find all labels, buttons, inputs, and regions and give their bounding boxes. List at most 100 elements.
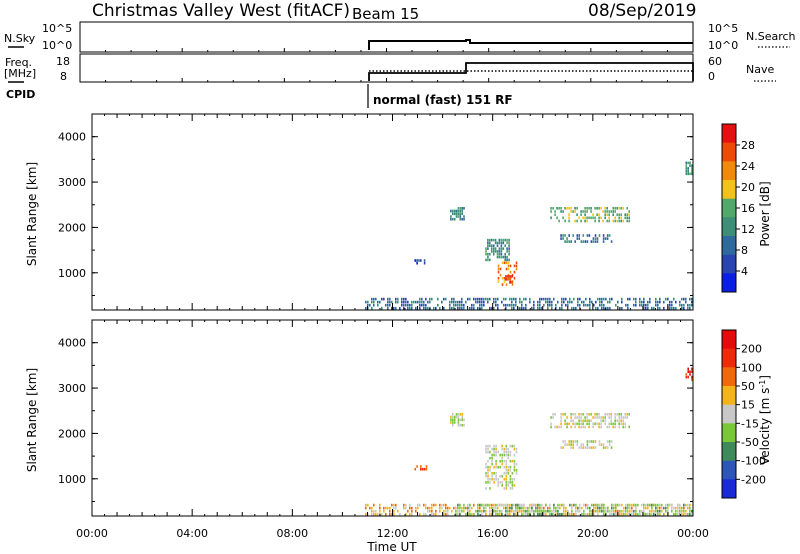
velocity-heatmap-cell xyxy=(450,418,452,422)
velocity-heatmap-cell xyxy=(491,453,493,457)
velocity-heatmap-cell xyxy=(533,509,535,513)
velocity-heatmap-cell xyxy=(447,512,449,516)
velocity-heatmap-cell xyxy=(411,509,413,513)
velocity-heatmap-cell xyxy=(535,506,537,510)
velocity-heatmap-cell xyxy=(571,512,573,516)
velocity-heatmap-cell xyxy=(598,422,600,426)
velocity-heatmap-cell xyxy=(600,419,602,422)
power-heatmap-cell xyxy=(574,207,576,210)
velocity-heatmap-cell xyxy=(499,512,501,516)
power-heatmap-cell xyxy=(419,300,421,304)
power-heatmap-cell xyxy=(485,250,487,253)
power-heatmap-cell xyxy=(665,297,667,301)
velocity-heatmap-cell xyxy=(589,509,591,513)
power-heatmap-cell xyxy=(556,207,558,210)
velocity-heatmap-cell xyxy=(550,425,552,429)
power-heatmap-cell xyxy=(626,219,628,223)
velocity-heatmap-cell xyxy=(435,503,437,507)
power-heatmap-cell xyxy=(525,303,527,307)
power-heatmap-cell xyxy=(419,303,421,307)
velocity-heatmap-cell xyxy=(568,422,570,426)
power-heatmap-cell xyxy=(606,219,608,223)
power-heatmap-cell xyxy=(580,210,582,213)
velocity-heatmap-cell xyxy=(503,503,505,507)
velocity-heatmap-cell xyxy=(485,475,487,478)
power-colorbar-swatch xyxy=(722,161,736,181)
power-heatmap-cell xyxy=(511,275,513,278)
power-heatmap-cell xyxy=(457,303,459,307)
power-heatmap-cell xyxy=(603,297,605,301)
velocity-heatmap-cell xyxy=(515,472,518,475)
power-heatmap-cell xyxy=(431,297,433,301)
velocity-heatmap-cell xyxy=(489,478,491,481)
power-heatmap-cell xyxy=(595,300,597,304)
power-heatmap-cell xyxy=(385,303,387,307)
velocity-heatmap-cell xyxy=(517,503,519,507)
power-heatmap-cell xyxy=(605,297,607,301)
velocity-heatmap-cell xyxy=(606,446,609,449)
power-heatmap-cell xyxy=(387,300,389,304)
velocity-heatmap-cell xyxy=(503,487,506,490)
power-heatmap-cell xyxy=(679,303,681,307)
power-heatmap-cell xyxy=(567,300,569,304)
velocity-heatmap-cell xyxy=(547,506,549,510)
velocity-heatmap-cell xyxy=(505,478,508,481)
power-heatmap-cell xyxy=(435,306,437,310)
velocity-heatmap-cell xyxy=(495,509,497,513)
velocity-heatmap-cell xyxy=(583,512,585,516)
velocity-heatmap-cell xyxy=(463,509,465,513)
velocity-heatmap-cell xyxy=(691,509,693,513)
velocity-heatmap-cell xyxy=(479,503,481,507)
velocity-heatmap-cell xyxy=(505,444,508,448)
velocity-heatmap-cell xyxy=(447,506,449,510)
power-heatmap-cell xyxy=(395,300,397,304)
velocity-heatmap-cell xyxy=(463,418,465,422)
velocity-heatmap-cell xyxy=(570,413,572,416)
velocity-heatmap-cell xyxy=(677,503,679,507)
velocity-heatmap-cell xyxy=(595,509,597,513)
velocity-heatmap-cell xyxy=(479,509,481,513)
velocity-heatmap-cell xyxy=(566,425,568,429)
velocity-heatmap-cell xyxy=(687,367,689,371)
power-heatmap-cell xyxy=(551,300,553,304)
velocity-heatmap-cell xyxy=(497,450,499,454)
power-heatmap-cell xyxy=(494,247,497,250)
velocity-heatmap-cell xyxy=(564,443,566,446)
velocity-heatmap-cell xyxy=(655,506,657,510)
velocity-heatmap-cell xyxy=(687,370,689,373)
velocity-heatmap-cell xyxy=(429,506,431,510)
velocity-heatmap-cell xyxy=(481,509,483,513)
power-heatmap-cell xyxy=(411,303,413,307)
velocity-heatmap-cell xyxy=(572,440,574,443)
velocity-heatmap-cell xyxy=(671,509,673,513)
power-heatmap-cell xyxy=(571,306,573,310)
velocity-heatmap-cell xyxy=(541,509,543,513)
power-heatmap-cell xyxy=(687,306,689,310)
velocity-heatmap-cell xyxy=(614,419,616,422)
power-heatmap-cell xyxy=(618,213,620,216)
freq-label-line2: [MHz] xyxy=(4,67,36,80)
power-heatmap-cell xyxy=(457,209,460,213)
velocity-heatmap-cell xyxy=(549,509,551,513)
power-heatmap-cell xyxy=(503,280,506,283)
velocity-heatmap-cell xyxy=(487,459,489,463)
velocity-heatmap-cell xyxy=(685,375,688,379)
power-heatmap-cell xyxy=(515,261,518,265)
power-heatmap-cell xyxy=(418,259,420,262)
power-heatmap-cell xyxy=(596,240,599,243)
power-heatmap-cell xyxy=(657,303,659,307)
power-heatmap-cell xyxy=(489,258,491,262)
velocity-heatmap-cell xyxy=(657,506,659,510)
velocity-heatmap-cell xyxy=(485,462,487,466)
velocity-heatmap-cell xyxy=(487,444,489,448)
power-heatmap-cell xyxy=(403,303,405,307)
power-colorbar-label: Power [dB] xyxy=(758,181,772,246)
power-heatmap-cell xyxy=(566,237,568,240)
velocity-heatmap-cell xyxy=(501,459,503,463)
velocity-heatmap-cell xyxy=(604,422,606,426)
velocity-heatmap-cell xyxy=(606,413,608,416)
power-heatmap-cell xyxy=(564,240,566,243)
velocity-colorbar-swatch xyxy=(722,367,736,387)
velocity-heatmap-cell xyxy=(620,422,622,426)
velocity-heatmap-cell xyxy=(593,509,595,513)
